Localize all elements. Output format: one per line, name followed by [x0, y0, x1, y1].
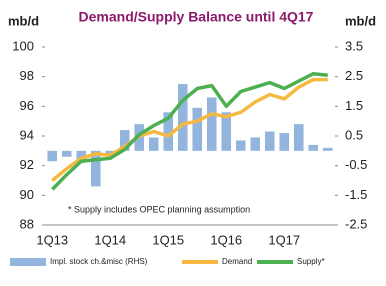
bar: [279, 133, 290, 151]
y-tick-label: 94: [20, 127, 34, 142]
bar: [105, 150, 116, 156]
bar: [177, 84, 188, 151]
y-tick-label: 90: [20, 187, 34, 202]
bar: [235, 140, 246, 151]
x-tick-label: 1Q14: [94, 232, 126, 247]
bar: [192, 107, 203, 151]
bar: [250, 137, 261, 151]
bar: [90, 150, 101, 187]
y-tick-label: 98: [20, 68, 34, 83]
y-tick-label: 100: [12, 38, 34, 53]
y2-tick-label: -1.5: [345, 187, 367, 202]
x-tick-label: 1Q15: [152, 232, 184, 247]
annotation: * Supply includes OPEC planning assumpti…: [68, 204, 250, 214]
legend-swatch: [10, 258, 46, 266]
bar: [148, 137, 159, 151]
bar: [293, 124, 304, 151]
y2-tick-label: -2.5: [345, 216, 367, 231]
x-tick-label: 1Q17: [268, 232, 300, 247]
legend-label: Impl. stock ch.&misc (RHS): [50, 257, 148, 266]
bar: [47, 150, 58, 162]
bar: [264, 131, 275, 151]
y2-tick-label: 3.5: [345, 38, 363, 53]
legend-label: Demand: [222, 257, 252, 266]
y-tick-label: 96: [20, 98, 34, 113]
legend-label: Supply*: [297, 257, 325, 266]
x-tick-label: 1Q13: [36, 232, 68, 247]
x-tick-label: 1Q16: [210, 232, 242, 247]
y2-tick-label: 1.5: [345, 98, 363, 113]
bar: [61, 150, 72, 157]
y2-tick-label: 0.5: [345, 127, 363, 142]
y-axis-label: mb/d: [8, 13, 39, 28]
y2-tick-label: 2.5: [345, 68, 363, 83]
y2-axis-label: mb/d: [345, 13, 376, 28]
bar: [322, 147, 333, 151]
line: [51, 77, 328, 182]
bar: [206, 97, 217, 151]
bar: [221, 112, 232, 151]
y2-tick-label: -0.5: [345, 157, 367, 172]
line: [51, 71, 328, 191]
bar: [308, 144, 319, 151]
bar: [163, 112, 174, 151]
chart-title: Demand/Supply Balance until 4Q17: [79, 9, 314, 25]
bar: [76, 150, 87, 160]
y-tick-label: 92: [20, 157, 34, 172]
y-tick-label: 88: [20, 216, 34, 231]
bar: [119, 130, 130, 151]
